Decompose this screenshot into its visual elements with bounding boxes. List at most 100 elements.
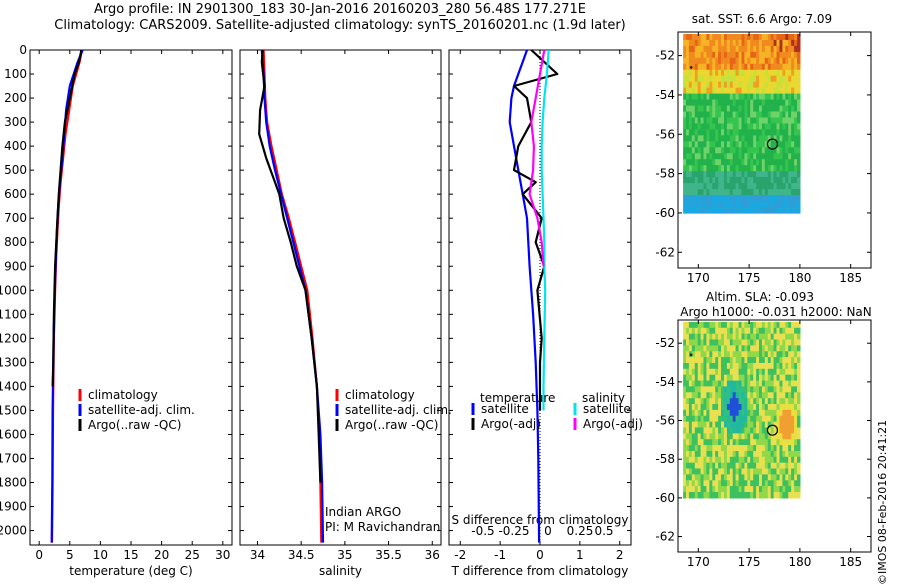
map-cell: [794, 39, 798, 47]
legend-label: Argo(..raw -QC): [345, 418, 438, 432]
map-cell: [764, 123, 769, 131]
map-cell: [753, 87, 757, 95]
map-cell: [688, 111, 693, 119]
map-cell: [691, 345, 696, 352]
map-cell: [703, 171, 707, 178]
map-cell: [753, 34, 757, 41]
map-cell: [756, 398, 760, 405]
map-cell: [764, 117, 769, 125]
map-cell: [715, 456, 719, 464]
map-cell: [697, 69, 702, 77]
map-cell: [788, 159, 792, 166]
map-cell: [741, 147, 745, 154]
map-cell: [747, 462, 751, 470]
map-cell: [721, 345, 725, 352]
map-cell: [688, 45, 693, 53]
map-cell: [764, 456, 769, 464]
map-cell: [688, 374, 693, 382]
map-cell: [776, 339, 780, 346]
map-cell: [759, 398, 763, 405]
map-cell: [776, 451, 780, 458]
map-cell: [779, 141, 783, 148]
map-cell: [779, 123, 783, 131]
map-cell: [691, 129, 696, 136]
map-cell: [779, 427, 783, 434]
map-cell: [735, 333, 740, 341]
map-cell: [688, 439, 693, 446]
map-cell: [703, 339, 707, 346]
map-cell: [776, 75, 780, 83]
map-cell: [791, 34, 795, 41]
map-cell: [729, 345, 734, 352]
map-cell: [744, 93, 748, 101]
map-cell: [712, 404, 716, 411]
map-cell: [797, 345, 801, 352]
map-cell: [726, 183, 731, 190]
map-cell: [721, 75, 725, 83]
map-cell: [773, 392, 778, 399]
map-cell: [697, 63, 702, 71]
legend-label: satellite-adj. clim.: [88, 403, 195, 417]
map-cell: [759, 421, 763, 429]
map-cell: [697, 433, 702, 440]
map-cell: [715, 492, 719, 499]
map-cell: [683, 392, 687, 399]
map-cell: [759, 141, 763, 148]
map-cell: [794, 474, 798, 481]
map-cell: [700, 159, 705, 166]
map-cell: [700, 386, 705, 393]
map-cell: [788, 207, 792, 214]
map-cell: [761, 87, 766, 95]
map-cell: [718, 380, 722, 388]
map-cell: [718, 111, 722, 119]
map-frame: [677, 31, 872, 269]
map-cell: [703, 141, 707, 148]
map-cell: [703, 99, 707, 107]
map-cell: [767, 480, 772, 487]
map-cell: [706, 75, 710, 83]
map-cell: [706, 333, 710, 341]
map-cell: [782, 159, 786, 166]
map-cell: [779, 69, 783, 77]
map-cell: [697, 87, 702, 95]
map-cell: [703, 368, 707, 376]
map-cell: [791, 439, 795, 446]
map-cell: [726, 451, 731, 458]
map-cell: [759, 105, 763, 113]
map-cell: [779, 368, 783, 376]
map-cell: [683, 201, 687, 208]
map-cell: [721, 427, 725, 434]
map-cell: [712, 445, 716, 452]
map-cell: [759, 195, 763, 202]
map-cell: [721, 380, 725, 388]
map-cell: [724, 75, 728, 83]
map-cell: [782, 433, 786, 440]
map-cell: [694, 123, 699, 131]
map-cell: [788, 51, 792, 59]
map-cell: [697, 492, 702, 499]
map-cell: [785, 374, 789, 382]
map-cell: [718, 439, 722, 446]
map-cell: [779, 433, 783, 440]
legend-label: Argo(-adj): [583, 417, 643, 431]
map-cell: [715, 480, 719, 487]
map-cell: [747, 153, 751, 160]
map-cell: [797, 409, 801, 417]
map-cell: [791, 87, 795, 95]
map-cell: [750, 165, 754, 172]
map-cell: [747, 39, 751, 47]
map-cell: [782, 183, 786, 190]
map-cell: [785, 409, 789, 417]
map-cell: [750, 147, 754, 154]
map-cell: [797, 45, 801, 53]
map-cell: [700, 111, 705, 119]
map-cell: [703, 189, 707, 196]
map-cell: [724, 474, 728, 481]
map-cell: [724, 63, 728, 71]
map-cell: [741, 201, 745, 208]
map-cell: [729, 439, 734, 446]
map-cell: [767, 374, 772, 382]
map-cell: [694, 87, 699, 95]
map-cell: [732, 409, 737, 417]
